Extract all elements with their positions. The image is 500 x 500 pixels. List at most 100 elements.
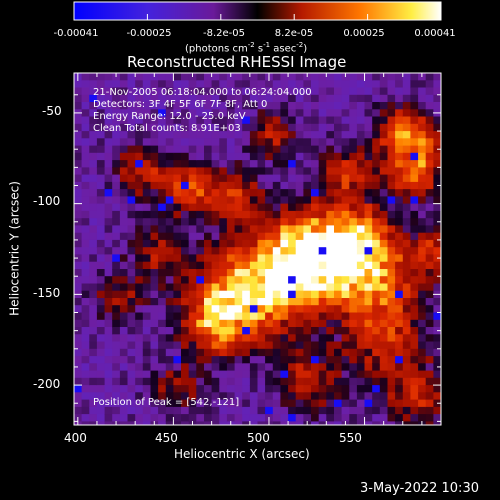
heatmap-cell: [387, 109, 396, 118]
heatmap-cell: [280, 160, 289, 168]
heatmap-cell: [272, 305, 281, 314]
heatmap-cell: [387, 276, 396, 285]
heatmap-cell: [81, 421, 90, 425]
heatmap-cell: [135, 203, 144, 212]
heatmap-cell: [181, 334, 190, 343]
heatmap-cell: [112, 203, 121, 212]
x-tick-label: 550: [339, 431, 362, 445]
heatmap-cell: [211, 181, 220, 190]
colorbar: [73, 1, 442, 21]
heatmap-cell: [188, 414, 197, 422]
heatmap-cell: [188, 239, 197, 248]
heatmap-cell: [318, 87, 327, 96]
heatmap-cell: [74, 319, 83, 328]
heatmap-cell: [181, 73, 190, 81]
heatmap-cell: [181, 196, 190, 205]
heatmap-cell: [74, 174, 83, 183]
heatmap-cell: [318, 370, 327, 379]
heatmap-cell: [280, 225, 289, 234]
heatmap-cell: [395, 225, 404, 234]
heatmap-cell: [158, 319, 167, 328]
heatmap-cell: [135, 80, 144, 89]
heatmap-cell: [410, 218, 419, 227]
heatmap-cell: [349, 247, 358, 256]
heatmap-cell: [379, 131, 388, 139]
heatmap-cell: [356, 247, 366, 256]
heatmap-cell: [364, 232, 373, 241]
heatmap-cell: [242, 87, 251, 96]
heatmap-cell: [127, 94, 136, 103]
heatmap-cell: [295, 123, 304, 132]
heatmap-cell: [364, 421, 373, 425]
annotation-detectors: Detectors: 3F 4F 5F 6F 7F 8F, Att 0: [93, 99, 268, 110]
heatmap-cell: [303, 312, 312, 321]
heatmap-cell: [288, 327, 297, 335]
heatmap-cell: [74, 377, 83, 386]
heatmap-cell: [165, 348, 174, 357]
heatmap-cell: [127, 87, 136, 96]
heatmap-cell: [226, 377, 236, 386]
heatmap-cell: [89, 189, 98, 197]
heatmap-cell: [249, 167, 259, 176]
heatmap-cell: [395, 123, 404, 132]
heatmap-cell: [135, 167, 144, 176]
heatmap-cell: [311, 290, 320, 299]
heatmap-cell: [349, 167, 358, 176]
heatmap-cell: [288, 348, 297, 357]
heatmap-cell: [280, 406, 289, 415]
heatmap-cell: [142, 225, 151, 234]
heatmap-cell: [219, 348, 228, 357]
heatmap-cell: [204, 196, 213, 205]
heatmap-cell: [234, 196, 243, 205]
heatmap-cell: [142, 131, 151, 139]
heatmap-cell: [158, 421, 167, 425]
heatmap-cell: [402, 348, 411, 357]
heatmap-cell: [165, 225, 174, 234]
heatmap-cell: [402, 73, 411, 81]
heatmap-cell: [181, 385, 190, 393]
heatmap-cell: [181, 298, 190, 306]
heatmap-cell: [311, 196, 320, 205]
heatmap-cell: [119, 421, 129, 425]
heatmap-cell: [142, 174, 151, 183]
heatmap-cell: [288, 261, 297, 270]
heatmap-cell: [402, 247, 411, 256]
heatmap-cell: [249, 276, 259, 285]
heatmap-cell: [372, 181, 381, 190]
heatmap-cell: [135, 399, 144, 408]
heatmap-cell: [74, 181, 83, 190]
heatmap-cell: [295, 269, 304, 277]
heatmap-cell: [249, 392, 259, 401]
heatmap-cell: [112, 80, 121, 89]
y-tick-label: -50: [42, 104, 62, 118]
heatmap-cell: [410, 269, 419, 277]
heatmap-cell: [303, 181, 312, 190]
heatmap-cell: [311, 218, 320, 227]
heatmap-cell: [119, 203, 129, 212]
heatmap-cell: [326, 160, 335, 168]
heatmap-cell: [142, 232, 151, 241]
heatmap-cell: [326, 80, 335, 89]
heatmap-cell: [234, 392, 243, 401]
heatmap-cell: [280, 370, 289, 379]
heatmap-cell: [173, 189, 182, 197]
heatmap-cell: [135, 305, 144, 314]
heatmap-cell: [112, 160, 121, 168]
heatmap-cell: [418, 341, 427, 350]
heatmap-cell: [410, 370, 419, 379]
heatmap-cell: [257, 189, 266, 197]
heatmap-cell: [150, 109, 159, 118]
heatmap-cell: [173, 109, 182, 118]
heatmap-cell: [219, 218, 228, 227]
heatmap-cell: [341, 94, 350, 103]
heatmap-cell: [127, 290, 136, 299]
heatmap-cell: [196, 421, 205, 425]
heatmap-cell: [89, 298, 98, 306]
heatmap-cell: [81, 385, 90, 393]
heatmap-cell: [158, 203, 167, 212]
heatmap-cell: [425, 348, 434, 357]
heatmap-cell: [150, 363, 159, 372]
heatmap-cell: [219, 327, 228, 335]
heatmap-cell: [356, 414, 366, 422]
heatmap-cell: [318, 385, 327, 393]
